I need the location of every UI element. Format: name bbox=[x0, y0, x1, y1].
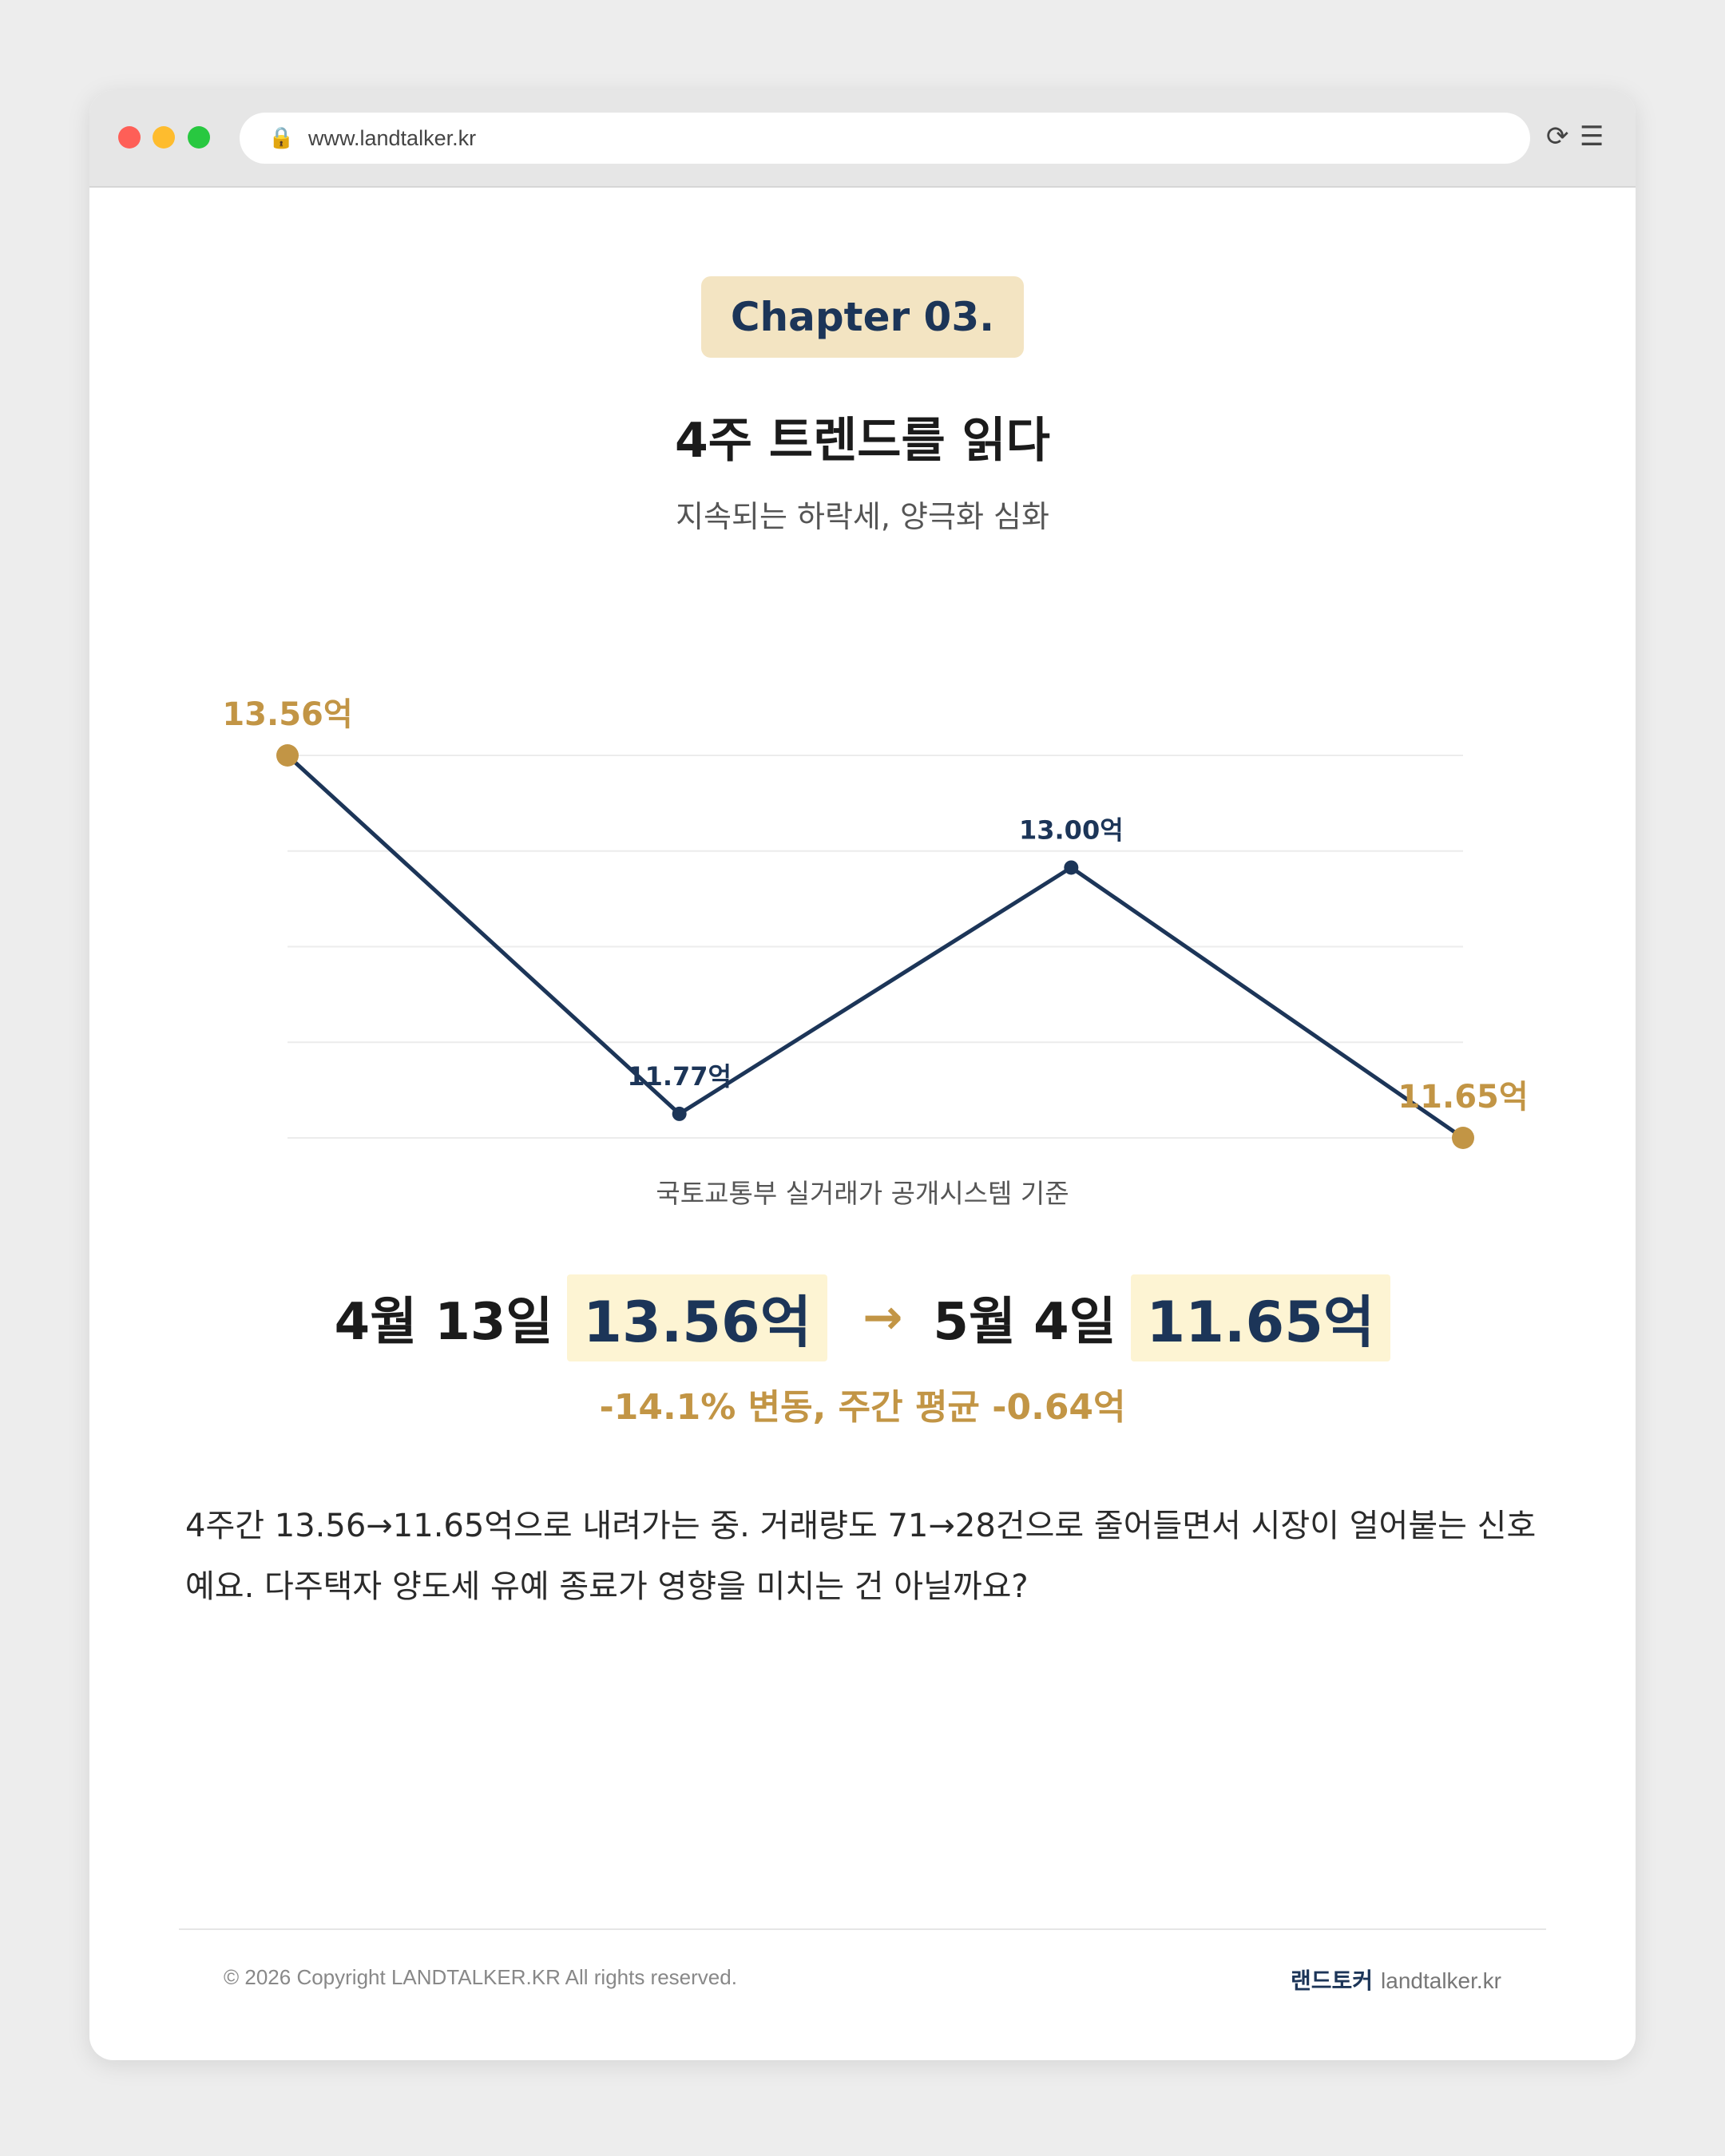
lock-icon: 🔒 bbox=[268, 126, 295, 150]
page-content: Chapter 03. 4주 트렌드를 읽다 지속되는 하락세, 양극화 심화 … bbox=[89, 186, 1636, 2060]
body-paragraph: 4주간 13.56→11.65억으로 내려가는 중. 거래량도 71→28건으로… bbox=[185, 1508, 1537, 1605]
browser-window: 🔒 www.landtalker.kr ⟳ ☰ Chapter 03. 4주 트… bbox=[89, 90, 1636, 2060]
chart-data-labels: 13.56억 11.77억 13.00억 11.65억 bbox=[222, 696, 1528, 1116]
data-label: 11.65억 bbox=[1398, 1079, 1528, 1116]
data-point bbox=[672, 1106, 687, 1121]
chart-grid bbox=[288, 755, 1463, 1139]
copyright-text: © 2026 Copyright LANDTALKER.KR All right… bbox=[224, 1965, 737, 1989]
browser-toolbar: 🔒 www.landtalker.kr ⟳ ☰ bbox=[89, 90, 1636, 188]
end-date: 5월 4일 bbox=[933, 1293, 1116, 1352]
minimize-window-button[interactable] bbox=[153, 126, 175, 149]
page-title: 4주 트렌드를 읽다 bbox=[675, 413, 1050, 469]
data-label: 11.77억 bbox=[627, 1061, 732, 1092]
page-subtitle: 지속되는 하락세, 양극화 심화 bbox=[676, 499, 1049, 534]
chart-points bbox=[276, 744, 1474, 1149]
chapter-badge: Chapter 03. bbox=[701, 276, 1024, 358]
close-window-button[interactable] bbox=[118, 126, 141, 149]
reload-icon[interactable]: ⟳ bbox=[1546, 121, 1569, 153]
data-label: 13.56억 bbox=[222, 696, 352, 733]
end-value: 11.65억 bbox=[1130, 1274, 1391, 1361]
address-bar[interactable]: 🔒 www.landtalker.kr bbox=[240, 113, 1530, 164]
data-label: 13.00억 bbox=[1019, 814, 1124, 845]
menu-icon[interactable]: ☰ bbox=[1580, 121, 1604, 153]
brand-domain[interactable]: landtalker.kr bbox=[1381, 1968, 1501, 1993]
arrow-right-icon: → bbox=[862, 1290, 903, 1346]
brand-name: 랜드토커 bbox=[1290, 1968, 1374, 1994]
price-comparison: 4월 13일 13.56억 → 5월 4일 11.65억 bbox=[89, 1274, 1636, 1361]
data-source-note: 국토교통부 실거래가 공개시스템 기준 bbox=[656, 1178, 1069, 1209]
price-series-line bbox=[286, 754, 1465, 1140]
footer-divider bbox=[179, 1928, 1546, 1930]
start-value: 13.56억 bbox=[567, 1274, 828, 1361]
footer-brand: 랜드토커 landtalker.kr bbox=[1291, 1964, 1501, 1995]
url-text[interactable]: www.landtalker.kr bbox=[308, 126, 477, 150]
data-point bbox=[276, 744, 299, 767]
data-point bbox=[1064, 860, 1079, 875]
maximize-window-button[interactable] bbox=[188, 126, 210, 149]
data-point bbox=[1452, 1127, 1474, 1149]
change-summary: -14.1% 변동, 주간 평균 -0.64억 bbox=[599, 1387, 1126, 1428]
start-date: 4월 13일 bbox=[334, 1293, 553, 1352]
